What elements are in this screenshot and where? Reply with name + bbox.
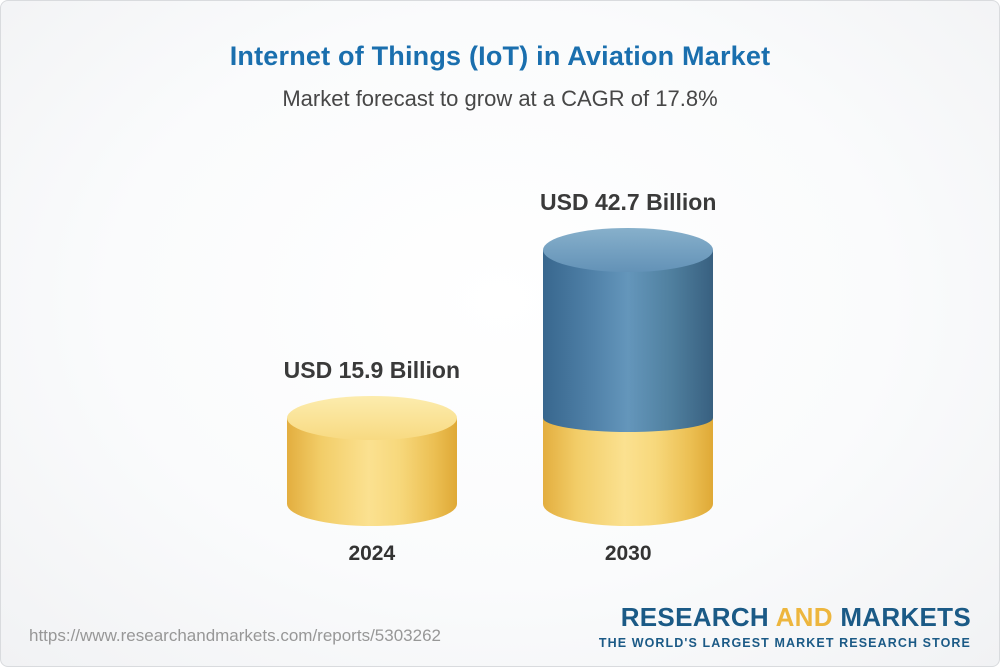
footer: https://www.researchandmarkets.com/repor… <box>29 602 971 650</box>
bar-2030-base-segment <box>543 417 714 526</box>
brand-word-research: RESEARCH <box>620 602 770 632</box>
year-label-2030: 2030 <box>604 542 652 565</box>
page-title: Internet of Things (IoT) in Aviation Mar… <box>229 41 771 71</box>
bar-chart: USD 15.9 Billion 2024 USD 42.7 Billion 2… <box>1 189 999 566</box>
brand-logo-wordmark: RESEARCH AND MARKETS <box>599 602 971 633</box>
bar-2030-top-ellipse <box>543 227 714 272</box>
brand-word-markets: MARKETS <box>840 602 971 632</box>
chart-header: Internet of Things (IoT) in Aviation Mar… <box>1 1 999 112</box>
year-label-2024: 2024 <box>348 542 396 565</box>
bar-group-2030: USD 42.7 Billion 2030 <box>540 189 716 566</box>
value-label-2030: USD 42.7 Billion <box>540 188 717 215</box>
page-subtitle: Market forecast to grow at a CAGR of 17.… <box>282 86 718 111</box>
brand-tagline: THE WORLD'S LARGEST MARKET RESEARCH STOR… <box>598 636 971 650</box>
brand-word-and: AND <box>775 602 833 632</box>
bar-2024-top-ellipse <box>286 395 457 440</box>
bar-group-2024: USD 15.9 Billion 2024 <box>284 357 460 566</box>
source-url: https://www.researchandmarkets.com/repor… <box>29 626 441 645</box>
bar-2030 <box>543 227 714 526</box>
bar-2030-growth-segment <box>543 249 714 432</box>
value-label-2024: USD 15.9 Billion <box>283 356 460 383</box>
bar-2024 <box>286 395 457 526</box>
brand-logo: RESEARCH AND MARKETS THE WORLD'S LARGEST… <box>599 602 971 650</box>
